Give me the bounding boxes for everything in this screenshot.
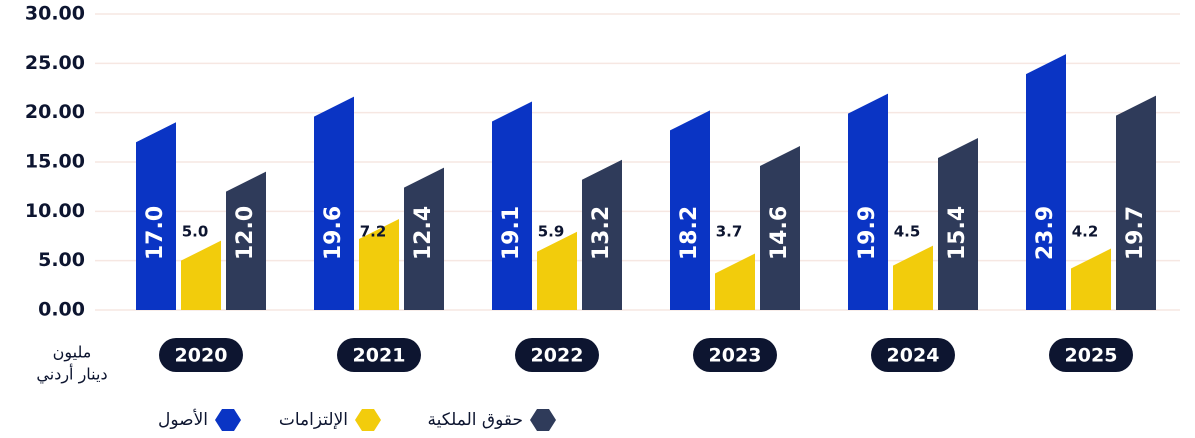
y-tick-label: 25.00 — [25, 52, 85, 74]
bar — [537, 231, 577, 310]
bar — [359, 218, 399, 310]
value-label: 4.2 — [1072, 223, 1099, 241]
year-pill — [1049, 338, 1133, 372]
y-tick-label: 20.00 — [25, 101, 85, 123]
value-label: 15.4 — [945, 206, 970, 260]
bar — [136, 122, 176, 311]
bar — [938, 138, 978, 310]
bar — [1026, 54, 1066, 310]
year-pill — [337, 338, 421, 372]
x-tick-label: 2023 — [709, 345, 762, 367]
value-label: 3.7 — [716, 223, 743, 241]
bar — [893, 245, 933, 310]
x-tick-label: 2020 — [175, 345, 228, 367]
y-tick-label: 0.00 — [38, 299, 85, 321]
value-label: 4.5 — [894, 223, 921, 241]
value-label: 19.1 — [499, 206, 524, 260]
legend-label: الأصول — [158, 409, 208, 430]
value-label: 18.2 — [677, 206, 702, 260]
bar — [404, 167, 444, 310]
y-tick-label: 30.00 — [25, 3, 85, 25]
unit-label: دينار أردني — [36, 364, 107, 385]
y-tick-label: 15.00 — [25, 151, 85, 173]
year-pill — [871, 338, 955, 372]
legend-icon — [215, 409, 241, 431]
bar — [582, 159, 622, 310]
value-label: 7.2 — [360, 223, 387, 241]
x-tick-label: 2024 — [887, 345, 940, 367]
legend-icon — [355, 409, 381, 431]
bar — [848, 93, 888, 310]
unit-label: مليون — [53, 343, 92, 363]
value-label: 19.9 — [855, 206, 880, 260]
x-tick-label: 2021 — [353, 345, 406, 367]
bar — [715, 253, 755, 310]
bar — [314, 96, 354, 310]
year-pill — [159, 338, 243, 372]
legend-icon — [530, 409, 556, 431]
year-pill — [693, 338, 777, 372]
bar — [492, 101, 532, 311]
value-label: 19.7 — [1123, 206, 1148, 260]
value-label: 23.9 — [1033, 206, 1058, 260]
value-label: 13.2 — [589, 206, 614, 260]
bar — [1116, 95, 1156, 310]
legend-label: حقوق الملكية — [428, 410, 523, 430]
y-tick-label: 10.00 — [25, 200, 85, 222]
legend-label: الإلتزامات — [279, 410, 348, 430]
value-label: 5.9 — [538, 223, 565, 241]
y-tick-label: 5.00 — [38, 249, 85, 271]
bar — [760, 145, 800, 310]
bar — [226, 171, 266, 310]
value-label: 12.4 — [411, 206, 436, 260]
x-tick-label: 2022 — [531, 345, 584, 367]
value-label: 19.6 — [321, 206, 346, 260]
value-label: 14.6 — [767, 206, 792, 260]
x-tick-label: 2025 — [1065, 345, 1118, 367]
value-label: 12.0 — [233, 206, 258, 260]
year-pill — [515, 338, 599, 372]
bar — [181, 240, 221, 310]
bar — [670, 110, 710, 310]
value-label: 5.0 — [182, 223, 209, 241]
value-label: 17.0 — [143, 206, 168, 260]
bar — [1071, 248, 1111, 310]
